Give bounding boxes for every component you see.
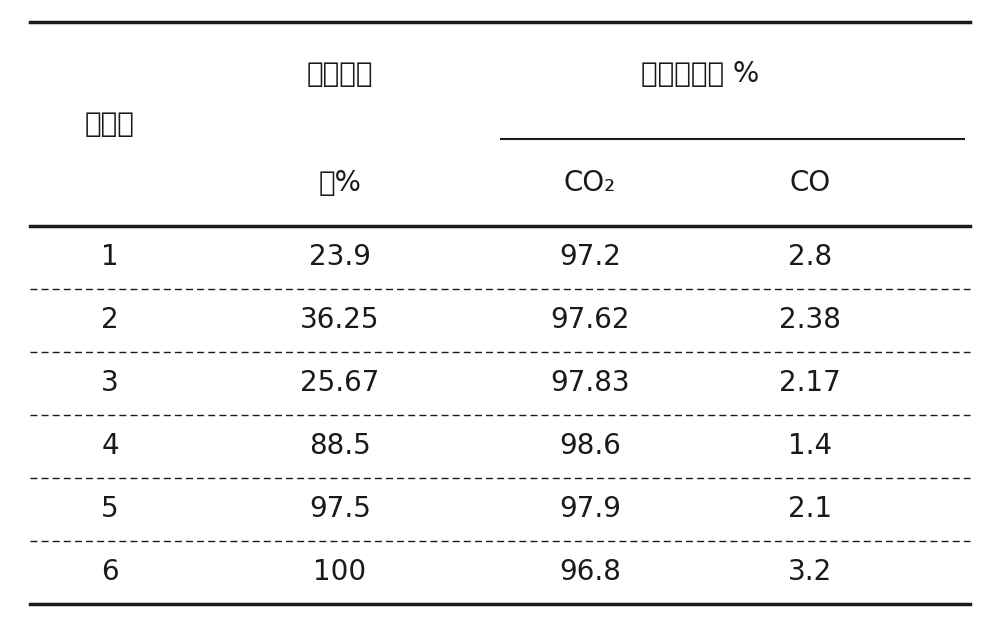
Text: 实施例: 实施例: [85, 110, 135, 138]
Text: 88.5: 88.5: [309, 432, 371, 460]
Text: 2.1: 2.1: [788, 495, 832, 523]
Text: 2.17: 2.17: [779, 370, 841, 397]
Text: 97.2: 97.2: [559, 243, 621, 271]
Text: 3.2: 3.2: [788, 558, 832, 586]
Text: 36.25: 36.25: [300, 306, 380, 334]
Text: 97.62: 97.62: [550, 306, 630, 334]
Text: 23.9: 23.9: [309, 243, 371, 271]
Text: 98.6: 98.6: [559, 432, 621, 460]
Text: 1.4: 1.4: [788, 432, 832, 460]
Text: 25.67: 25.67: [300, 370, 380, 397]
Text: CO₂: CO₂: [564, 168, 616, 197]
Text: 97.83: 97.83: [550, 370, 630, 397]
Text: CO: CO: [789, 168, 831, 197]
Text: 2.8: 2.8: [788, 243, 832, 271]
Text: 率%: 率%: [319, 168, 361, 197]
Text: 甲醇转化: 甲醇转化: [307, 60, 373, 89]
Text: 6: 6: [101, 558, 119, 586]
Text: 1: 1: [101, 243, 119, 271]
Text: 2: 2: [101, 306, 119, 334]
Text: 产物选择性 %: 产物选择性 %: [641, 60, 759, 89]
Text: 2.38: 2.38: [779, 306, 841, 334]
Text: 4: 4: [101, 432, 119, 460]
Text: 97.9: 97.9: [559, 495, 621, 523]
Text: 96.8: 96.8: [559, 558, 621, 586]
Text: 5: 5: [101, 495, 119, 523]
Text: 97.5: 97.5: [309, 495, 371, 523]
Text: 3: 3: [101, 370, 119, 397]
Text: 100: 100: [313, 558, 367, 586]
